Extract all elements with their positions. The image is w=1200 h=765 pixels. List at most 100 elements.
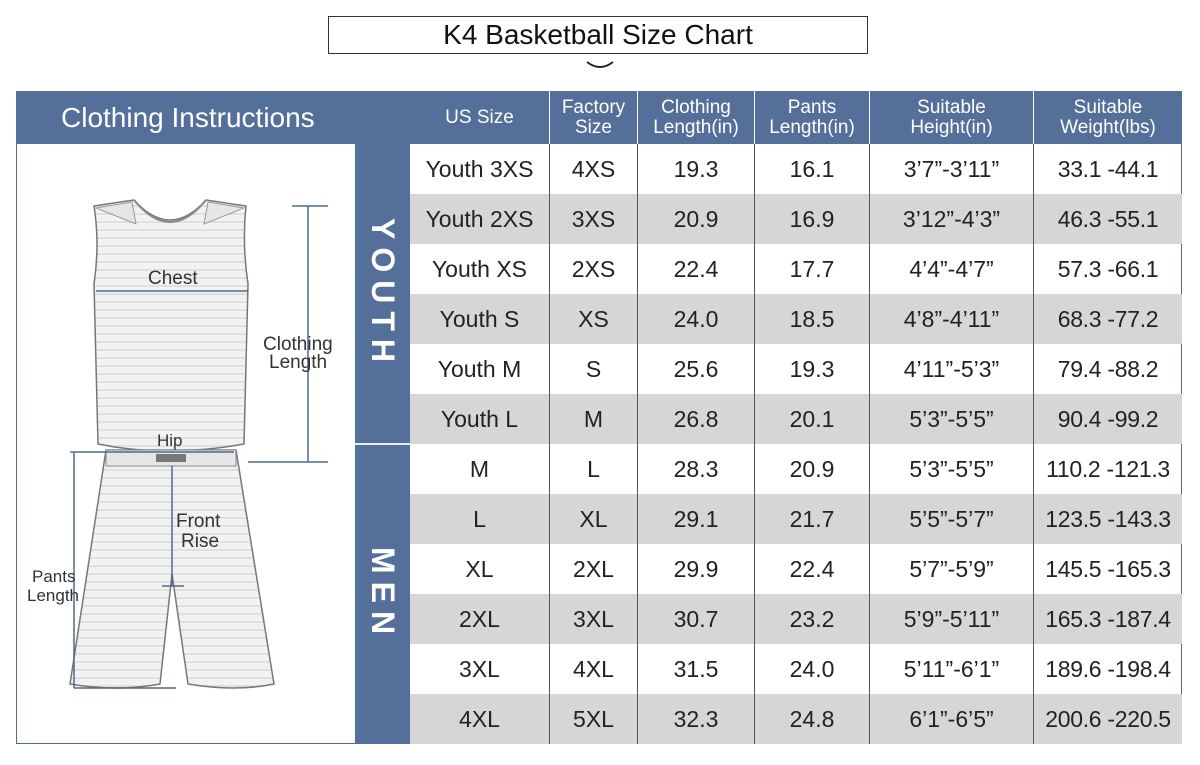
- cell-weight: 68.3 -77.2: [1033, 294, 1182, 344]
- cell-clothing: 29.9: [637, 544, 754, 594]
- table-row: 3XL 4XL 31.5 24.0 5’11”-6’1” 189.6 -198.4: [410, 644, 1182, 694]
- cell-us: 3XL: [459, 655, 500, 682]
- cell-weight: 110.2 -121.3: [1033, 444, 1182, 494]
- table-row: Youth S XS 24.0 18.5 4’8”-4’11” 68.3 -77.2: [410, 294, 1182, 344]
- cell-us: 4XL: [459, 705, 500, 732]
- cell-factory: 3XL: [549, 594, 637, 644]
- cell-height: 5’9”-5’11”: [869, 594, 1033, 644]
- cell-factory: 2XS: [549, 244, 637, 294]
- cell-us: Youth XS: [431, 255, 528, 282]
- table-row: Youth 3XS 4XS 19.3 16.1 3’7”-3’11” 33.1 -44.1: [410, 144, 1182, 194]
- table-row: 4XL 5XL 32.3 24.8 6’1”-6’5” 200.6 -220.5: [410, 694, 1182, 744]
- table-row: L XL 29.1 21.7 5’5”-5’7” 123.5 -143.3: [410, 494, 1182, 544]
- cell-factory: 5XL: [549, 694, 637, 744]
- table-row: Youth 2XS 3XS 20.9 16.9 3’12”-4’3” 46.3 -55.1: [410, 194, 1182, 244]
- jersey-illustration: Chest Clothing Length Hip Front Rise Pan…: [27, 199, 333, 689]
- table-row: Youth L M 26.8 20.1 5’3”-5’5” 90.4 -99.2: [410, 394, 1182, 444]
- cell-height: 5’7”-5’9”: [869, 544, 1033, 594]
- cell-us: L: [473, 505, 486, 532]
- cell-pants: 18.5: [754, 294, 869, 344]
- cell-pants: 20.9: [754, 444, 869, 494]
- cell-factory: 2XL: [549, 544, 637, 594]
- cell-factory: M: [549, 394, 637, 444]
- cell-pants: 16.1: [754, 144, 869, 194]
- cell-pants: 24.0: [754, 644, 869, 694]
- column-header: Pants Length(in): [754, 91, 869, 144]
- cell-clothing: 28.3: [637, 444, 754, 494]
- cell-factory: XL: [549, 494, 637, 544]
- cell-height: 3’12”-4’3”: [869, 194, 1033, 244]
- cell-pants: 21.7: [754, 494, 869, 544]
- column-header: Suitable Height(in): [869, 91, 1033, 144]
- cell-us: Youth S: [439, 305, 520, 332]
- cell-height: 6’1”-6’5”: [869, 694, 1033, 744]
- cell-pants: 19.3: [754, 344, 869, 394]
- column-header: US Size: [410, 91, 549, 144]
- cell-clothing: 32.3: [637, 694, 754, 744]
- cell-us: Youth 3XS: [425, 155, 534, 182]
- cell-clothing: 22.4: [637, 244, 754, 294]
- column-header: Factory Size: [549, 91, 637, 144]
- cell-weight: 145.5 -165.3: [1033, 544, 1182, 594]
- table-row: 2XL 3XL 30.7 23.2 5’9”-5’11” 165.3 -187.4: [410, 594, 1182, 644]
- cell-pants: 23.2: [754, 594, 869, 644]
- cell-weight: 90.4 -99.2: [1033, 394, 1182, 444]
- chart-title: K4 Basketball Size Chart: [328, 16, 868, 54]
- cell-us: XL: [465, 555, 494, 582]
- cell-us: Youth M: [437, 355, 522, 382]
- cell-height: 4’8”-4’11”: [869, 294, 1033, 344]
- cell-height: 5’11”-6’1”: [869, 644, 1033, 694]
- clothing-length-label-1: Clothing: [263, 334, 333, 355]
- table-row: Youth M S 25.6 19.3 4’11”-5’3” 79.4 -88.2: [410, 344, 1182, 394]
- cell-factory: L: [549, 444, 637, 494]
- group-men-label: MEN: [355, 445, 410, 744]
- front-rise-label-1: Front: [176, 511, 221, 532]
- cell-factory: 4XL: [549, 644, 637, 694]
- cell-weight: 79.4 -88.2: [1033, 344, 1182, 394]
- cell-us: Youth L: [440, 405, 519, 432]
- cell-height: 4’4”-4’7”: [869, 244, 1033, 294]
- cell-weight: 189.6 -198.4: [1033, 644, 1182, 694]
- cell-us: Youth 2XS: [425, 205, 534, 232]
- clothing-length-label-2: Length: [269, 352, 327, 373]
- cell-clothing: 25.6: [637, 344, 754, 394]
- cell-clothing: 29.1: [637, 494, 754, 544]
- chest-label: Chest: [148, 268, 198, 289]
- cell-clothing: 20.9: [637, 194, 754, 244]
- cell-height: 5’5”-5’7”: [869, 494, 1033, 544]
- cell-us: M: [469, 455, 490, 482]
- cell-clothing: 31.5: [637, 644, 754, 694]
- cell-pants: 22.4: [754, 544, 869, 594]
- cell-weight: 200.6 -220.5: [1033, 694, 1182, 744]
- table-row: Youth XS 2XS 22.4 17.7 4’4”-4’7” 57.3 -66.1: [410, 244, 1182, 294]
- chevron-down-icon: [586, 61, 614, 68]
- cell-weight: 46.3 -55.1: [1033, 194, 1182, 244]
- column-header: Suitable Weight(lbs): [1033, 91, 1182, 144]
- cell-us: 2XL: [459, 605, 500, 632]
- cell-clothing: 26.8: [637, 394, 754, 444]
- table-row: XL 2XL 29.9 22.4 5’7”-5’9” 145.5 -165.3: [410, 544, 1182, 594]
- cell-pants: 16.9: [754, 194, 869, 244]
- pants-length-label-1: Pants: [32, 567, 75, 586]
- cell-weight: 165.3 -187.4: [1033, 594, 1182, 644]
- cell-clothing: 24.0: [637, 294, 754, 344]
- column-header: Clothing Length(in): [637, 91, 754, 144]
- clothing-instructions-header: Clothing Instructions: [16, 91, 410, 144]
- cell-height: 4’11”-5’3”: [869, 344, 1033, 394]
- group-youth-label: YOUTH: [355, 144, 410, 443]
- cell-clothing: 19.3: [637, 144, 754, 194]
- cell-height: 5’3”-5’5”: [869, 444, 1033, 494]
- cell-weight: 57.3 -66.1: [1033, 244, 1182, 294]
- cell-weight: 123.5 -143.3: [1033, 494, 1182, 544]
- cell-pants: 20.1: [754, 394, 869, 444]
- pants-length-label-2: Length: [27, 586, 79, 605]
- hip-label: Hip: [157, 431, 183, 450]
- front-rise-label-2: Rise: [181, 531, 219, 552]
- cell-factory: 3XS: [549, 194, 637, 244]
- cell-factory: 4XS: [549, 144, 637, 194]
- cell-weight: 33.1 -44.1: [1033, 144, 1182, 194]
- cell-height: 3’7”-3’11”: [869, 144, 1033, 194]
- cell-clothing: 30.7: [637, 594, 754, 644]
- cell-height: 5’3”-5’5”: [869, 394, 1033, 444]
- table-row: M L 28.3 20.9 5’3”-5’5” 110.2 -121.3: [410, 444, 1182, 494]
